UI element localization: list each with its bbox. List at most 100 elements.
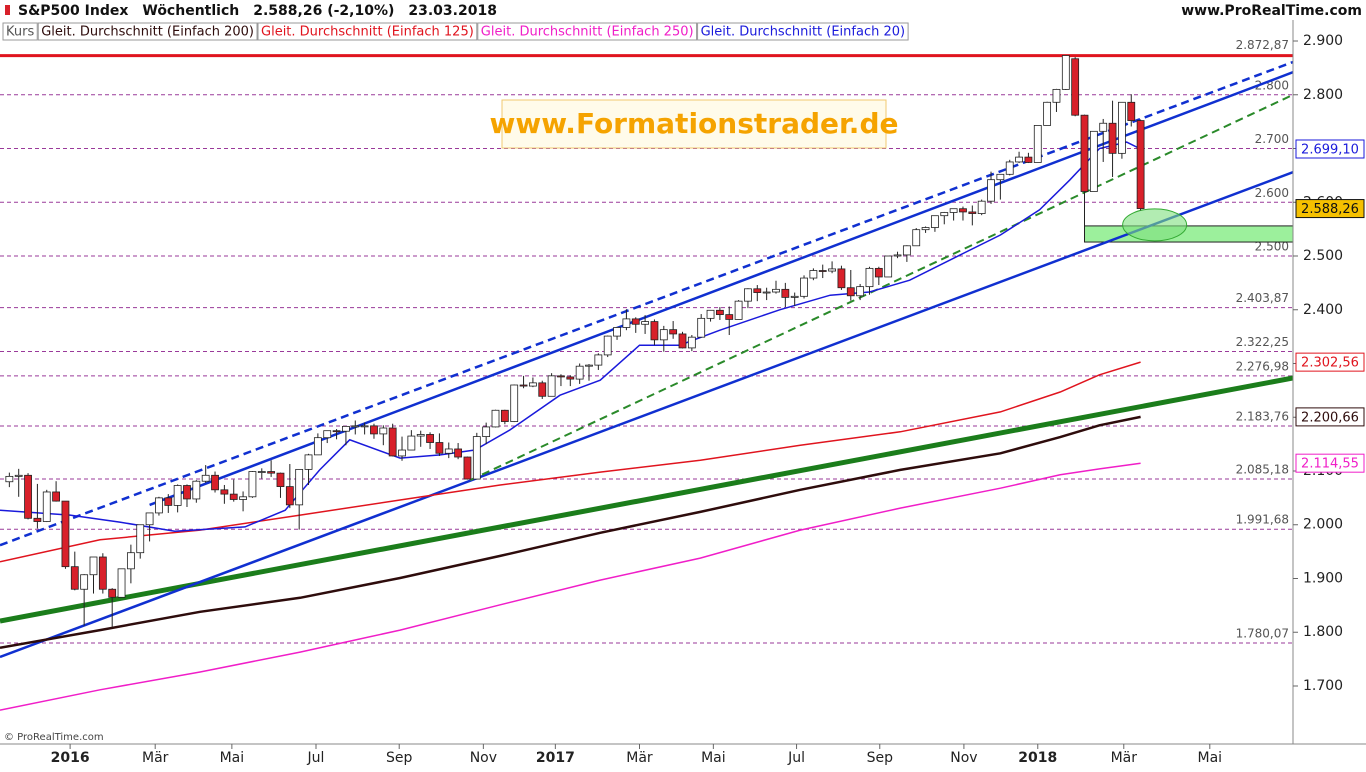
candle-body <box>164 497 173 506</box>
trend-line <box>0 171 1293 659</box>
candle-body <box>220 489 229 495</box>
candle-body <box>1071 58 1080 116</box>
candle-body <box>921 227 930 231</box>
x-tick-label: Nov <box>470 750 497 766</box>
candle-body <box>538 382 547 397</box>
candle-body <box>874 267 883 278</box>
candle-body <box>650 321 659 341</box>
header-last: 2.588,26 (-2,10%) <box>253 3 394 19</box>
candle-body <box>1127 101 1136 121</box>
candle-body <box>211 474 219 491</box>
x-tick-label: Mai <box>220 750 245 766</box>
candle-body <box>388 427 397 457</box>
header-bar <box>0 0 1366 20</box>
candle-body <box>463 456 472 480</box>
candle-body <box>33 517 42 522</box>
legend-entry: Gleit. Durchschnitt (Einfach 250) <box>481 25 694 40</box>
resistance-label: 2.872,87 <box>1236 38 1289 52</box>
moving-average <box>0 361 1141 563</box>
header-icon <box>5 5 10 15</box>
candle-body <box>360 425 369 428</box>
candle-body <box>856 286 865 297</box>
candle-body <box>5 475 14 483</box>
candle-body <box>641 321 649 325</box>
level-label: 2.700 <box>1255 132 1289 146</box>
candle-body <box>435 442 444 454</box>
candle-body <box>996 173 1005 181</box>
value-box-label: 2.699,10 <box>1301 142 1359 157</box>
candle-body <box>267 471 276 474</box>
candle-body <box>575 365 584 380</box>
level-label: 2.500 <box>1255 240 1289 254</box>
value-box <box>1295 453 1365 473</box>
candle-body <box>790 295 799 298</box>
axes: 2.9002.8002.7002.6002.5002.4002.3002.200… <box>51 33 1365 766</box>
candle-body <box>173 485 182 506</box>
candle-body <box>1080 114 1089 192</box>
candle-body <box>229 493 238 500</box>
legend-entry: Gleit. Durchschnitt (Einfach 20) <box>701 25 906 40</box>
candle-body <box>370 425 378 435</box>
candle-body <box>407 435 416 451</box>
candle-body <box>547 375 556 397</box>
header-title: S&P500 Index <box>18 3 128 19</box>
candle-body <box>108 588 117 598</box>
candle-body <box>1033 125 1042 163</box>
x-tick-label: Mär <box>142 750 169 766</box>
candle-body <box>1118 101 1126 154</box>
candle-body <box>613 327 621 337</box>
candle-body <box>753 288 762 293</box>
candle-body <box>257 471 266 473</box>
candle-body <box>566 376 575 380</box>
candle-body <box>304 454 313 470</box>
candle-body <box>669 329 678 335</box>
candle-body <box>42 491 51 522</box>
legend-box <box>2 22 38 41</box>
candle-body <box>454 448 463 458</box>
candle-body <box>659 329 668 341</box>
candle-body <box>500 409 509 422</box>
candle-body <box>846 287 855 297</box>
candle-body <box>323 430 332 439</box>
candle-body <box>725 314 734 320</box>
candle-body <box>1052 88 1061 103</box>
x-tick-label: Mär <box>1111 750 1138 766</box>
trend-line <box>0 60 1293 547</box>
level-label: 2.403,87 <box>1236 291 1289 305</box>
candle-body <box>968 211 977 214</box>
legend-entry: Gleit. Durchschnitt (Einfach 125) <box>261 25 474 40</box>
candle-body <box>912 229 921 247</box>
candle-body <box>98 556 107 590</box>
candle-body <box>519 384 528 387</box>
legend-box <box>257 22 478 41</box>
trend-line <box>469 93 1293 482</box>
candle-body <box>201 474 210 482</box>
x-tick-label: 2016 <box>51 750 90 766</box>
candle-body <box>959 208 967 213</box>
candle-body <box>715 309 724 315</box>
copyright: © ProRealTime.com <box>4 732 104 743</box>
y-tick-label: 2.400 <box>1303 302 1343 318</box>
header-period: Wöchentlich <box>142 3 239 19</box>
candle-body <box>678 333 687 349</box>
candle-body <box>295 468 304 506</box>
legend-box <box>477 22 698 41</box>
legend-box <box>697 22 909 41</box>
candle-body <box>313 437 322 456</box>
watermark-box <box>501 99 887 149</box>
value-box-label: 2.588,26 <box>1301 202 1359 217</box>
candle-body <box>1061 55 1070 90</box>
y-tick-label: 1.800 <box>1303 624 1343 640</box>
candle-body <box>837 268 846 289</box>
candle-body <box>585 364 593 367</box>
candle-body <box>603 335 612 356</box>
x-tick-label: Jul <box>307 750 325 766</box>
candle-body <box>734 300 743 320</box>
header-source: www.ProRealTime.com <box>1181 3 1362 19</box>
candle-body <box>239 496 247 500</box>
legend: Kurs Gleit. Durchschnitt (Einfach 200) Gle… <box>2 22 909 41</box>
candle-body <box>444 448 453 454</box>
candle-body <box>1024 156 1033 163</box>
value-box <box>1295 352 1365 372</box>
